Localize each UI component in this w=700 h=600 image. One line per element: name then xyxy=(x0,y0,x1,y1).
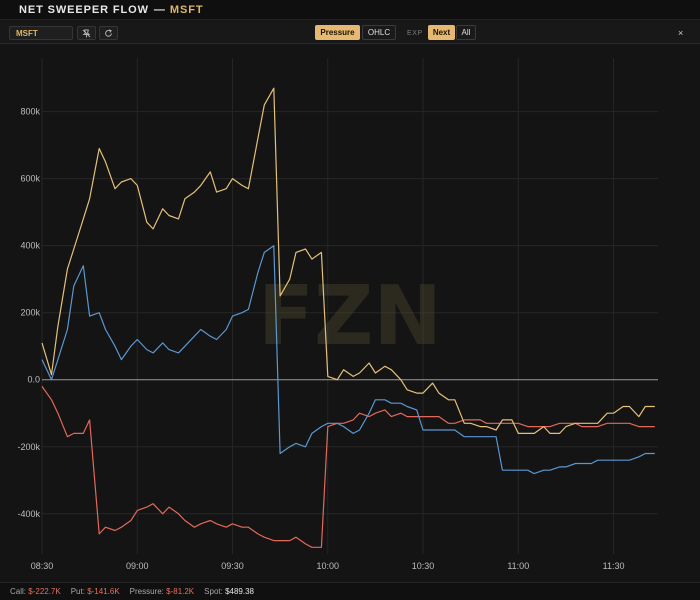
chart-area: 08:30 09:00 09:30 10:00 10:30 11:00 11:30 800k 6… xyxy=(0,44,700,582)
spot-label: Spot: xyxy=(204,587,223,596)
spot-value: $489.38 xyxy=(225,587,254,596)
exp-all-button[interactable]: All xyxy=(456,25,476,40)
title-symbol: MSFT xyxy=(169,3,204,16)
x-tick-label: 11:30 xyxy=(603,561,625,571)
y-tick-label: 200k xyxy=(20,308,40,318)
series-line-call xyxy=(41,245,655,475)
toolbar: Pressure OHLC EXP Next All × xyxy=(0,19,700,44)
call-value: $-222.7K xyxy=(28,587,61,596)
y-tick-label: 0.0 xyxy=(27,375,40,385)
pressure-label: Pressure: xyxy=(129,587,164,596)
x-tick-label: 10:00 xyxy=(317,561,340,571)
status-footer: Call: $-222.7K Put: $-141.6K Pressure: $… xyxy=(0,582,700,600)
put-label: Put: xyxy=(70,587,85,596)
title-separator: — xyxy=(153,3,165,16)
app-title: NET SWEEPER FLOW xyxy=(19,3,149,16)
close-button[interactable]: × xyxy=(678,28,684,38)
y-tick-label: 400k xyxy=(20,241,40,251)
y-tick-label: -200k xyxy=(17,442,40,452)
y-tick-label: 800k xyxy=(20,107,40,117)
symbol-input[interactable] xyxy=(9,26,73,40)
series-line-pressure xyxy=(41,87,655,434)
call-label: Call: xyxy=(10,587,27,596)
x-tick-label: 09:00 xyxy=(126,561,149,571)
y-tick-label: 600k xyxy=(20,174,40,184)
refresh-button[interactable] xyxy=(99,26,118,40)
watermark-logo: FZN xyxy=(258,269,442,364)
x-tick-label: 08:30 xyxy=(31,561,54,571)
x-tick-label: 11:00 xyxy=(507,561,529,571)
exp-next-button[interactable]: Next xyxy=(428,25,455,40)
y-tick-label: -400k xyxy=(17,509,40,519)
expiration-label: EXP xyxy=(407,30,423,37)
refresh-icon xyxy=(105,28,112,37)
pin-off-button[interactable] xyxy=(77,26,96,40)
put-value: $-141.6K xyxy=(87,587,120,596)
pressure-view-button[interactable]: Pressure xyxy=(315,25,360,40)
title-bar: NET SWEEPER FLOW — MSFT xyxy=(0,0,700,19)
pin-off-icon xyxy=(82,28,91,37)
x-tick-label: 09:30 xyxy=(221,561,244,571)
ohlc-view-button[interactable]: OHLC xyxy=(362,25,396,40)
x-tick-label: 10:30 xyxy=(412,561,435,571)
pressure-chart: 08:30 09:00 09:30 10:00 10:30 11:00 11:30 800k 6… xyxy=(17,58,658,571)
pressure-value: $-81.2K xyxy=(166,587,195,596)
series-line-put xyxy=(41,386,655,548)
